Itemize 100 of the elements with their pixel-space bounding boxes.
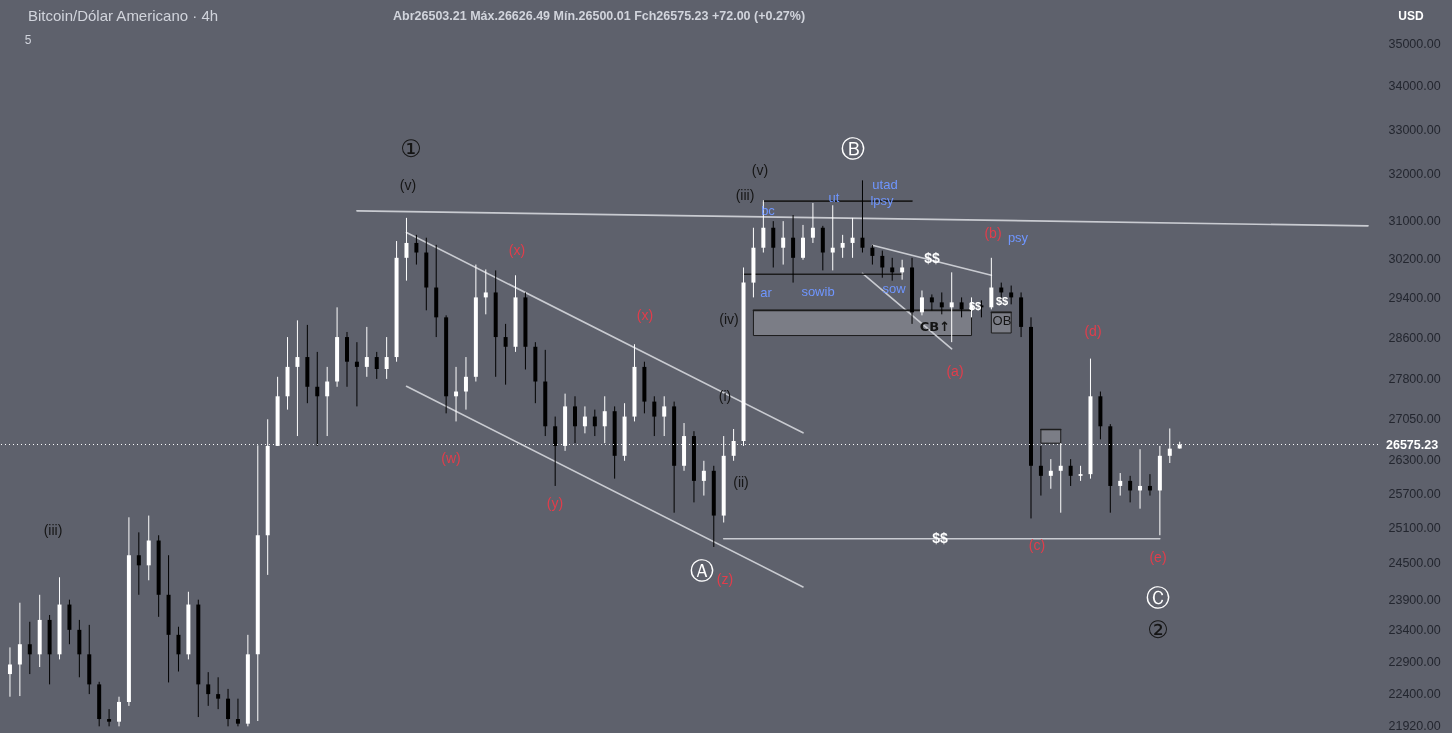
candlestick xyxy=(860,179,865,254)
candlestick xyxy=(136,531,141,596)
candlestick xyxy=(870,244,875,266)
candlestick xyxy=(701,460,706,497)
candlestick xyxy=(553,416,558,487)
annotation: sowib xyxy=(801,283,835,299)
candlestick xyxy=(354,341,359,407)
annotation: (d) xyxy=(1084,323,1102,340)
annotation: (iv) xyxy=(719,311,739,328)
annotation: Ⓑ xyxy=(841,134,865,163)
annotation: sow xyxy=(882,280,907,296)
candlestick xyxy=(1068,458,1073,487)
candlestick xyxy=(573,395,577,444)
candlestick xyxy=(216,676,221,710)
candlestick xyxy=(929,293,934,311)
candlestick xyxy=(404,217,409,282)
candlestick xyxy=(27,621,32,675)
candlestick xyxy=(791,214,796,284)
candlestick xyxy=(989,257,994,310)
annotation: lpsy xyxy=(870,193,895,209)
y-tick-label: 25100.00 xyxy=(1388,521,1441,536)
candlestick xyxy=(315,351,320,447)
candlestick xyxy=(880,250,885,279)
annotation: (b) xyxy=(984,225,1002,242)
candlestick xyxy=(414,234,419,266)
annotation: (c) xyxy=(1028,536,1046,553)
ref-line-label: 26575.23 xyxy=(1386,437,1439,452)
candlestick xyxy=(7,646,12,698)
y-tick-label: 24500.00 xyxy=(1388,556,1441,571)
y-tick-label: 21920.00 xyxy=(1388,718,1441,733)
candlestick xyxy=(810,202,815,244)
candlestick xyxy=(1038,445,1043,497)
annotation: ut xyxy=(828,190,840,206)
annotation: (v) xyxy=(751,161,769,178)
candlestick xyxy=(483,268,488,315)
annotation: (z) xyxy=(716,571,734,588)
annotation: (v) xyxy=(399,177,417,194)
annotation: psy xyxy=(1007,230,1029,246)
candlestick xyxy=(1048,458,1053,490)
y-tick-label: 23400.00 xyxy=(1388,623,1441,638)
y-tick-label: 32000.00 xyxy=(1388,167,1441,182)
y-tick-label: 30200.00 xyxy=(1388,251,1441,266)
candlestick xyxy=(781,220,786,266)
candlestick xyxy=(592,409,597,437)
y-tick-label: 33000.00 xyxy=(1388,122,1441,137)
y-tick-label: 22400.00 xyxy=(1388,686,1441,701)
annotation: (i) xyxy=(718,387,732,404)
candlestick xyxy=(503,323,508,386)
candlestick xyxy=(900,259,905,281)
candlestick xyxy=(652,395,657,437)
candlestick xyxy=(850,217,855,259)
candlestick xyxy=(662,395,667,437)
y-tick-label: 27800.00 xyxy=(1388,372,1441,387)
annotation: Ⓒ xyxy=(1146,584,1170,613)
candlestick xyxy=(939,291,944,315)
annotation: (x) xyxy=(636,307,654,324)
text: Bitcoin/Dólar Americano · 4h xyxy=(28,7,219,24)
annotation: Ⓐ xyxy=(690,557,714,586)
annotation: ② xyxy=(1147,615,1169,644)
y-tick-label: 26300.00 xyxy=(1388,453,1441,468)
candlestick xyxy=(364,326,369,378)
candlestick xyxy=(107,708,112,727)
candlestick xyxy=(949,271,954,343)
candlestick xyxy=(226,688,231,727)
candlestick xyxy=(1128,475,1133,503)
candlestick xyxy=(117,696,121,727)
y-tick-label: 28600.00 xyxy=(1388,331,1441,346)
annotation: (ii) xyxy=(733,474,749,491)
y-tick-label: 34000.00 xyxy=(1388,79,1441,94)
annotation: (a) xyxy=(946,363,964,379)
candlestick xyxy=(295,319,300,437)
candlestick xyxy=(325,366,330,437)
candlestick xyxy=(919,289,924,316)
candlestick xyxy=(840,234,845,259)
candlestick xyxy=(1118,472,1123,497)
annotation: ar xyxy=(760,284,773,300)
candlestick xyxy=(176,626,181,673)
y-tick-label: 29400.00 xyxy=(1388,290,1441,305)
y-tick-label: 23900.00 xyxy=(1388,592,1441,607)
candlestick xyxy=(890,257,895,282)
candlestick xyxy=(830,204,835,271)
annotation: (iii) xyxy=(43,521,63,538)
candlestick xyxy=(384,336,389,380)
annotation: (w) xyxy=(441,450,461,467)
candlestick xyxy=(959,296,964,318)
text: Abr26503.21 Máx.26626.49 Mín.26500.01 Fch26575.23 +72.00 (+0.27%) xyxy=(393,9,806,23)
candlestick xyxy=(1009,285,1014,305)
y-tick-label: 35000.00 xyxy=(1388,36,1441,51)
annotation: (e) xyxy=(1149,549,1167,566)
candlestick xyxy=(206,671,211,707)
candlestick xyxy=(582,405,587,434)
annotation: (iii) xyxy=(735,187,755,204)
annotation: (y) xyxy=(546,494,564,511)
annotation: $$ xyxy=(995,294,1009,307)
y-tick-label: 27050.00 xyxy=(1388,412,1441,427)
candlestick xyxy=(771,220,776,268)
annotation: utad xyxy=(872,176,898,192)
candlestick xyxy=(463,356,468,411)
annotation: ① xyxy=(400,134,422,163)
candlestick xyxy=(602,395,607,444)
